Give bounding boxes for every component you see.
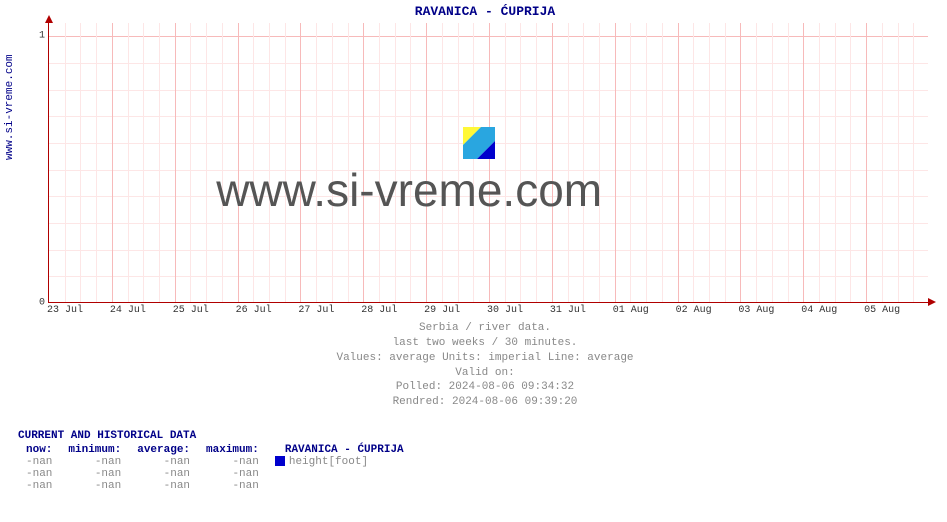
v-grid-minor xyxy=(788,23,789,302)
x-tick-label: 24 Jul xyxy=(110,305,146,316)
stats-cell: -nan xyxy=(18,468,60,480)
y-tick-label: 1 xyxy=(39,31,45,42)
y-tick-label: 0 xyxy=(39,298,45,309)
x-tick-label: 28 Jul xyxy=(361,305,397,316)
legend-swatch-icon xyxy=(275,456,285,466)
table-row: -nan-nan-nan-nan xyxy=(18,468,412,480)
v-grid-major xyxy=(112,23,113,302)
stats-cell: -nan xyxy=(198,468,267,480)
v-grid-major xyxy=(740,23,741,302)
v-grid-minor xyxy=(630,23,631,302)
x-tick-label: 30 Jul xyxy=(487,305,523,316)
v-grid-minor xyxy=(143,23,144,302)
stats-col-header: maximum: xyxy=(198,444,267,456)
side-watermark-label: www.si-vreme.com xyxy=(4,54,16,160)
legend-cell xyxy=(267,480,412,492)
meta-line: Serbia / river data. xyxy=(30,321,940,336)
v-grid-minor xyxy=(835,23,836,302)
legend-title: RAVANICA - ĆUPRIJA xyxy=(267,444,412,456)
v-grid-minor xyxy=(882,23,883,302)
stats-table: now:minimum:average:maximum:RAVANICA - Ć… xyxy=(18,444,412,492)
v-grid-minor xyxy=(646,23,647,302)
v-grid-minor xyxy=(96,23,97,302)
meta-line: last two weeks / 30 minutes. xyxy=(30,336,940,351)
plot-wrap: 0123 Jul24 Jul25 Jul26 Jul27 Jul28 Jul29… xyxy=(48,23,940,303)
v-grid-minor xyxy=(662,23,663,302)
stats-cell: -nan xyxy=(129,468,198,480)
v-grid-minor xyxy=(709,23,710,302)
meta-line: Valid on: xyxy=(30,366,940,381)
stats-cell: -nan xyxy=(129,480,198,492)
v-grid-major xyxy=(866,23,867,302)
stats-cell: -nan xyxy=(60,468,129,480)
x-tick-label: 05 Aug xyxy=(864,305,900,316)
legend-label: height[foot] xyxy=(289,456,368,468)
x-axis-arrow-icon xyxy=(928,298,936,306)
table-row: -nan-nan-nan-nanheight[foot] xyxy=(18,456,412,468)
x-tick-label: 04 Aug xyxy=(801,305,837,316)
data-section: CURRENT AND HISTORICAL DATA now:minimum:… xyxy=(18,430,412,492)
v-grid-minor xyxy=(159,23,160,302)
x-tick-label: 27 Jul xyxy=(298,305,334,316)
plot-area: 0123 Jul24 Jul25 Jul26 Jul27 Jul28 Jul29… xyxy=(48,23,928,303)
y-axis-arrow-icon xyxy=(45,15,53,23)
chart-title: RAVANICA - ĆUPRIJA xyxy=(30,2,940,23)
stats-cell: -nan xyxy=(198,456,267,468)
stats-cell: -nan xyxy=(60,480,129,492)
v-grid-minor xyxy=(65,23,66,302)
v-grid-minor xyxy=(725,23,726,302)
watermark-logo-icon xyxy=(463,127,495,159)
stats-col-header: average: xyxy=(129,444,198,456)
data-section-header: CURRENT AND HISTORICAL DATA xyxy=(18,430,412,442)
watermark-text: www.si-vreme.com xyxy=(216,163,602,217)
meta-line: Polled: 2024-08-06 09:34:32 xyxy=(30,380,940,395)
x-tick-label: 26 Jul xyxy=(236,305,272,316)
v-grid-minor xyxy=(913,23,914,302)
stats-cell: -nan xyxy=(129,456,198,468)
chart-container: RAVANICA - ĆUPRIJA 0123 Jul24 Jul25 Jul2… xyxy=(30,2,940,410)
v-grid-major xyxy=(175,23,176,302)
x-tick-label: 31 Jul xyxy=(550,305,586,316)
stats-cell: -nan xyxy=(18,480,60,492)
v-grid-minor xyxy=(819,23,820,302)
table-row: -nan-nan-nan-nan xyxy=(18,480,412,492)
v-grid-minor xyxy=(756,23,757,302)
stats-cell: -nan xyxy=(60,456,129,468)
chart-metadata: Serbia / river data. last two weeks / 30… xyxy=(30,321,940,410)
v-grid-minor xyxy=(850,23,851,302)
x-tick-label: 03 Aug xyxy=(738,305,774,316)
x-tick-label: 25 Jul xyxy=(173,305,209,316)
v-grid-minor xyxy=(190,23,191,302)
stats-cell: -nan xyxy=(198,480,267,492)
stats-col-header: minimum: xyxy=(60,444,129,456)
legend-cell: height[foot] xyxy=(267,456,412,468)
v-grid-major xyxy=(803,23,804,302)
stats-cell: -nan xyxy=(18,456,60,468)
v-grid-major xyxy=(678,23,679,302)
legend-cell xyxy=(267,468,412,480)
x-tick-label: 23 Jul xyxy=(47,305,83,316)
stats-col-header: now: xyxy=(18,444,60,456)
v-grid-major xyxy=(615,23,616,302)
x-tick-label: 01 Aug xyxy=(613,305,649,316)
x-tick-label: 02 Aug xyxy=(676,305,712,316)
v-grid-minor xyxy=(898,23,899,302)
meta-line: Values: average Units: imperial Line: av… xyxy=(30,351,940,366)
v-grid-minor xyxy=(693,23,694,302)
v-grid-minor xyxy=(128,23,129,302)
v-grid-minor xyxy=(772,23,773,302)
x-tick-label: 29 Jul xyxy=(424,305,460,316)
v-grid-minor xyxy=(80,23,81,302)
meta-line: Rendred: 2024-08-06 09:39:20 xyxy=(30,395,940,410)
v-grid-minor xyxy=(206,23,207,302)
